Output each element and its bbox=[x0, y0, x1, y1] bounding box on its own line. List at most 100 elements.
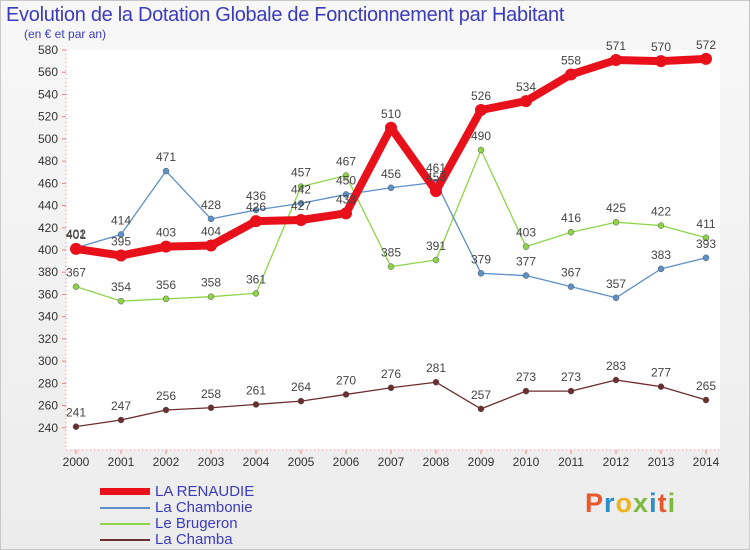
data-point-la-renaudie bbox=[70, 242, 82, 255]
data-label-la-chamba: 273 bbox=[516, 370, 536, 384]
y-tick-label: 440 bbox=[38, 199, 58, 213]
data-label-le-brugeron: 422 bbox=[651, 205, 671, 219]
data-point-le-brugeron bbox=[297, 183, 305, 190]
data-point-la-chamba bbox=[612, 376, 620, 384]
x-tick-label: 2002 bbox=[153, 455, 180, 469]
data-point-la-chambonie bbox=[612, 294, 620, 302]
data-label-la-renaudie: 453 bbox=[426, 170, 446, 184]
x-tick-label: 2001 bbox=[108, 455, 135, 469]
data-label-la-renaudie: 401 bbox=[66, 228, 86, 242]
data-label-la-chambonie: 471 bbox=[156, 150, 176, 164]
logo-letter: x bbox=[633, 488, 650, 518]
data-label-la-chamba: 261 bbox=[246, 383, 266, 397]
y-tick-label: 460 bbox=[38, 176, 58, 190]
data-point-la-chambonie bbox=[117, 231, 125, 238]
x-tick-label: 2007 bbox=[378, 455, 405, 469]
data-point-la-renaudie bbox=[340, 207, 352, 220]
data-point-la-chamba bbox=[657, 383, 665, 390]
data-label-la-chambonie: 379 bbox=[471, 252, 491, 266]
logo-letter: o bbox=[615, 488, 634, 518]
data-label-la-renaudie: 395 bbox=[111, 235, 131, 249]
data-label-le-brugeron: 416 bbox=[561, 211, 581, 225]
y-tick-label: 540 bbox=[38, 87, 58, 101]
data-point-le-brugeron bbox=[477, 146, 485, 154]
proxiti-logo: Proxiti bbox=[585, 488, 676, 519]
chart-title: Evolution de la Dotation Globale de Fonc… bbox=[6, 4, 565, 26]
data-label-la-renaudie: 534 bbox=[516, 80, 536, 94]
data-label-la-chamba: 273 bbox=[561, 370, 581, 384]
legend-swatch-la-chamba bbox=[100, 539, 150, 541]
legend-swatch-la-renaudie bbox=[100, 488, 150, 495]
y-tick-label: 300 bbox=[38, 354, 58, 368]
x-tick-label: 2006 bbox=[333, 455, 360, 469]
data-point-la-renaudie bbox=[160, 240, 172, 253]
data-point-la-renaudie bbox=[385, 121, 397, 134]
x-tick-label: 2011 bbox=[558, 455, 584, 469]
logo-letter: r bbox=[604, 488, 616, 518]
legend-swatch-la-chambonie bbox=[100, 507, 150, 509]
y-tick-label: 480 bbox=[38, 154, 58, 168]
y-tick-label: 360 bbox=[38, 287, 58, 301]
data-label-la-chambonie: 357 bbox=[606, 277, 626, 291]
data-point-la-renaudie bbox=[115, 249, 127, 262]
data-label-la-chamba: 264 bbox=[291, 380, 311, 394]
data-label-la-renaudie: 572 bbox=[696, 38, 716, 52]
y-tick-label: 320 bbox=[38, 332, 58, 346]
y-tick-label: 280 bbox=[38, 376, 58, 390]
data-label-la-chambonie: 393 bbox=[696, 237, 716, 251]
data-point-la-renaudie bbox=[610, 54, 622, 66]
data-point-la-chambonie bbox=[657, 265, 665, 273]
data-point-le-brugeron bbox=[387, 263, 395, 270]
data-point-la-renaudie bbox=[475, 104, 487, 116]
data-point-le-brugeron bbox=[657, 222, 665, 229]
data-point-le-brugeron bbox=[612, 218, 620, 226]
data-point-le-brugeron bbox=[522, 243, 530, 250]
data-label-la-renaudie: 570 bbox=[651, 40, 671, 54]
data-label-la-renaudie: 426 bbox=[246, 200, 266, 214]
data-point-la-renaudie bbox=[295, 214, 307, 226]
data-label-la-chamba: 276 bbox=[381, 367, 401, 381]
data-label-le-brugeron: 385 bbox=[381, 246, 401, 260]
data-point-la-renaudie bbox=[250, 215, 262, 228]
data-point-la-chamba bbox=[702, 396, 710, 404]
y-tick-label: 340 bbox=[38, 310, 58, 324]
data-label-la-chambonie: 456 bbox=[381, 167, 401, 181]
data-label-le-brugeron: 358 bbox=[201, 276, 221, 290]
y-tick-label: 520 bbox=[38, 110, 58, 124]
legend-swatch-le-brugeron bbox=[100, 523, 150, 525]
data-point-le-brugeron bbox=[702, 234, 710, 242]
data-label-la-chambonie: 377 bbox=[516, 255, 536, 269]
data-label-le-brugeron: 361 bbox=[246, 272, 266, 286]
data-label-le-brugeron: 425 bbox=[606, 201, 626, 215]
x-tick-label: 2010 bbox=[513, 455, 540, 469]
data-point-la-chamba bbox=[522, 387, 530, 395]
data-label-la-renaudie: 427 bbox=[291, 199, 311, 213]
data-point-la-chambonie bbox=[297, 200, 305, 207]
x-tick-label: 2013 bbox=[648, 455, 675, 469]
logo-letter: P bbox=[585, 488, 605, 518]
data-point-la-chambonie bbox=[522, 272, 530, 279]
data-label-la-chamba: 270 bbox=[336, 373, 356, 387]
data-label-la-renaudie: 526 bbox=[471, 89, 491, 103]
data-label-la-chambonie: 461 bbox=[426, 161, 446, 175]
data-point-la-chambonie bbox=[207, 215, 215, 223]
data-point-la-chambonie bbox=[477, 270, 485, 277]
data-label-la-renaudie: 404 bbox=[201, 225, 221, 239]
y-tick-label: 580 bbox=[38, 43, 58, 57]
data-point-la-renaudie bbox=[520, 95, 532, 108]
data-point-le-brugeron bbox=[72, 283, 80, 290]
data-point-la-chamba bbox=[207, 404, 215, 412]
data-label-la-chambonie: 383 bbox=[651, 248, 671, 262]
y-tick-label: 240 bbox=[38, 421, 58, 435]
legend-label: La Chamba bbox=[155, 531, 233, 548]
data-label-la-chamba: 241 bbox=[66, 406, 86, 420]
data-label-la-chamba: 281 bbox=[426, 361, 446, 375]
data-label-la-renaudie: 571 bbox=[606, 39, 626, 53]
y-tick-label: 380 bbox=[38, 265, 58, 279]
y-tick-label: 400 bbox=[38, 243, 58, 257]
data-label-la-chambonie: 428 bbox=[201, 198, 221, 212]
data-point-la-chamba bbox=[477, 405, 485, 413]
data-point-le-brugeron bbox=[162, 295, 170, 303]
x-tick-label: 2008 bbox=[423, 455, 450, 469]
data-label-le-brugeron: 457 bbox=[291, 166, 311, 180]
